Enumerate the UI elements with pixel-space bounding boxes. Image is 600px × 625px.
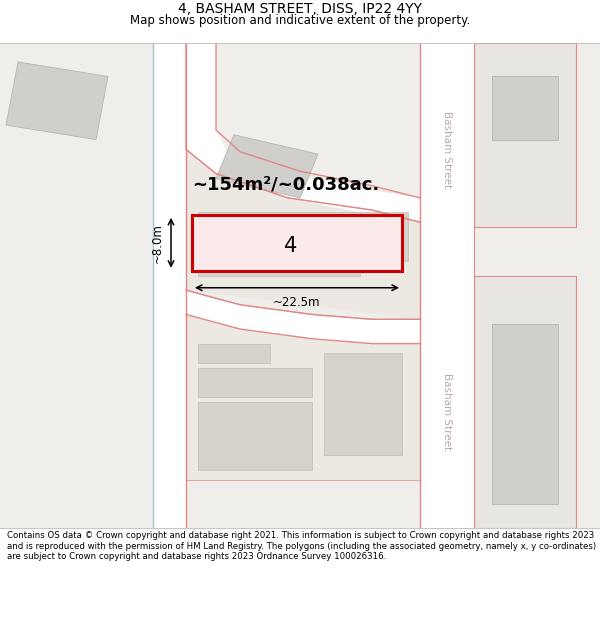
Polygon shape xyxy=(198,213,360,276)
Text: ~154m²/~0.038ac.: ~154m²/~0.038ac. xyxy=(192,175,379,193)
Polygon shape xyxy=(474,42,576,227)
Text: Basham Street: Basham Street xyxy=(442,373,452,450)
Polygon shape xyxy=(198,368,312,397)
Text: ~8.0m: ~8.0m xyxy=(151,223,164,262)
Polygon shape xyxy=(186,290,420,344)
Bar xyxy=(153,42,186,528)
Polygon shape xyxy=(198,402,312,470)
Polygon shape xyxy=(6,62,108,139)
Polygon shape xyxy=(492,324,558,504)
Text: Contains OS data © Crown copyright and database right 2021. This information is : Contains OS data © Crown copyright and d… xyxy=(7,531,596,561)
Text: 4, BASHAM STREET, DISS, IP22 4YY: 4, BASHAM STREET, DISS, IP22 4YY xyxy=(178,2,422,16)
Text: ~22.5m: ~22.5m xyxy=(273,296,321,309)
Polygon shape xyxy=(474,276,576,528)
Text: 4: 4 xyxy=(284,236,298,256)
Text: Map shows position and indicative extent of the property.: Map shows position and indicative extent… xyxy=(130,14,470,27)
Bar xyxy=(420,42,474,528)
Polygon shape xyxy=(198,344,270,363)
Polygon shape xyxy=(360,213,408,261)
Polygon shape xyxy=(324,353,402,455)
Polygon shape xyxy=(186,314,420,479)
Polygon shape xyxy=(216,135,318,198)
Polygon shape xyxy=(186,42,420,222)
Text: Basham Street: Basham Street xyxy=(442,111,452,188)
Bar xyxy=(192,215,402,271)
Polygon shape xyxy=(492,76,558,139)
Polygon shape xyxy=(186,149,420,319)
